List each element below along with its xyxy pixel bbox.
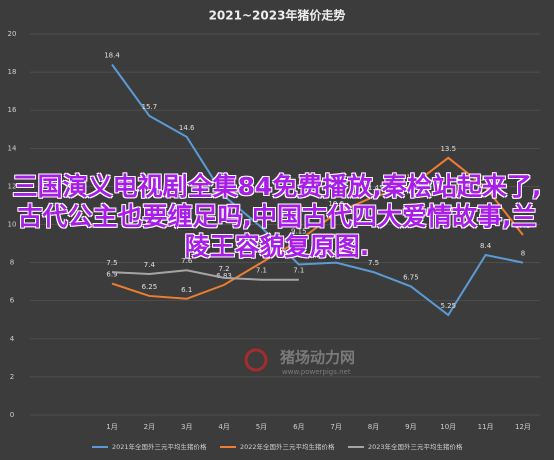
- series-line: [111, 63, 524, 317]
- x-tick-label: 10月: [440, 423, 456, 431]
- x-tick-label: 8月: [368, 423, 379, 431]
- data-label: 7.4: [144, 261, 156, 269]
- data-label: 18.4: [104, 51, 120, 59]
- data-label: 7.6: [181, 257, 193, 265]
- data-label: 11.45: [363, 184, 383, 192]
- y-tick-label: 6: [10, 297, 15, 305]
- legend-label: 2023年全国外三元平均生猪价格: [368, 442, 463, 451]
- x-tick-label: 1月: [106, 423, 117, 431]
- watermark-logo: [244, 348, 268, 372]
- data-label: 6.25: [142, 283, 158, 291]
- data-label: 13.5: [440, 145, 456, 153]
- data-label: 9.15: [291, 228, 307, 236]
- y-tick-label: 4: [10, 335, 15, 343]
- data-label: 14.6: [179, 124, 195, 132]
- data-label: 8: [259, 250, 263, 258]
- y-tick-label: 14: [8, 144, 17, 152]
- x-tick-label: 4月: [218, 423, 229, 431]
- x-tick-label: 11月: [478, 423, 494, 431]
- data-label: 8.4: [480, 242, 492, 250]
- x-tick-label: 3月: [181, 423, 192, 431]
- y-tick-label: 2: [10, 373, 14, 381]
- y-tick-label: 10: [8, 221, 17, 229]
- data-label: 10.6: [328, 200, 344, 208]
- data-label: 11.95: [476, 174, 496, 182]
- data-label: 9.45: [515, 222, 531, 230]
- data-label: 7.9: [293, 252, 304, 260]
- data-label: 11.5: [216, 183, 232, 191]
- data-label: 6.1: [181, 286, 192, 294]
- data-label: 12: [406, 173, 415, 181]
- chart-title: 2021~2023年猪价走势: [209, 8, 346, 23]
- watermark-url: www.powerpigs.net: [282, 368, 351, 376]
- y-tick-label: 12: [8, 182, 17, 190]
- y-tick-label: 0: [10, 411, 14, 419]
- watermark-name: 猪场动力网: [279, 349, 355, 367]
- x-tick-label: 12月: [515, 423, 531, 431]
- x-tick-label: 2月: [144, 423, 155, 431]
- data-label: 7.2: [219, 265, 230, 273]
- watermark: 猪场动力网 www.powerpigs.net: [244, 348, 355, 376]
- data-label: 7.5: [368, 259, 379, 267]
- data-label: 15.7: [142, 103, 158, 111]
- x-tick-label: 7月: [330, 423, 341, 431]
- legend-label: 2021年全国外三元平均生猪价格: [112, 442, 207, 451]
- series-line: [111, 156, 524, 300]
- legend-label: 2022年全国外三元平均生猪价格: [240, 442, 335, 451]
- data-label: 8: [521, 250, 525, 258]
- data-label: 6.75: [403, 273, 419, 281]
- data-label: 9.85: [254, 214, 270, 222]
- data-label: 7.1: [293, 267, 304, 275]
- x-tick-label: 6月: [293, 423, 304, 431]
- overlay-text: 三国演义电视剧全集84免费播放,秦桧站起来了,古代公主也要缠足吗,中国古代四大爱…: [12, 172, 542, 261]
- data-label: 7.1: [256, 267, 267, 275]
- y-tick-label: 16: [8, 106, 17, 114]
- series-line: [111, 269, 299, 281]
- y-tick-label: 8: [10, 259, 14, 267]
- x-tick-label: 9月: [405, 423, 416, 431]
- data-label: 6.83: [216, 272, 232, 280]
- y-tick-label: 20: [8, 30, 17, 38]
- data-label: 5.25: [440, 302, 456, 310]
- data-label: 7.5: [106, 259, 117, 267]
- data-label: 8: [334, 250, 338, 258]
- data-label: 6.9: [106, 271, 117, 279]
- y-tick-label: 18: [8, 68, 17, 76]
- x-tick-label: 5月: [256, 423, 267, 431]
